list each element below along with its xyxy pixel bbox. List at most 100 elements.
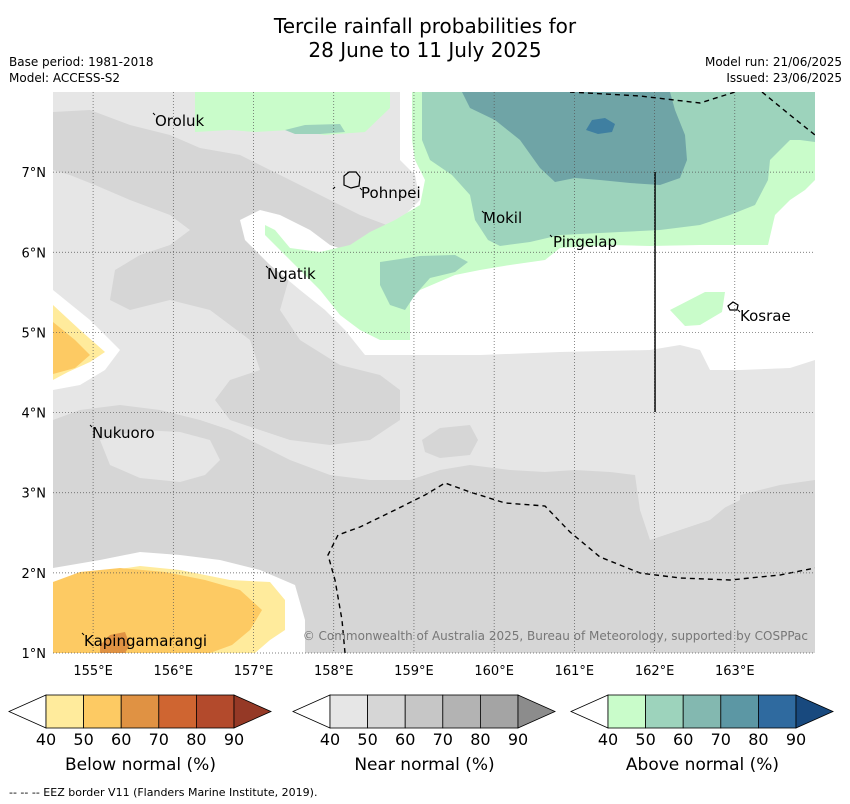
place-label-mokil: Mokil [483, 209, 522, 227]
lat-tick-label: 1°N [22, 647, 47, 662]
place-marker [81, 632, 85, 636]
below-normal-50-60-region [53, 322, 90, 374]
near-normal-50-60-region [422, 425, 478, 458]
colorbar-lower-extension [292, 694, 331, 729]
colorbar-tick-label: 90 [786, 730, 806, 749]
above-normal-40-50-region [195, 92, 390, 135]
probability-field [53, 92, 815, 653]
lon-tick-label: 157°E [234, 664, 274, 679]
lat-tick-label: 6°N [22, 246, 47, 261]
issued-text: Issued: 23/06/2025 [726, 71, 842, 85]
near-normal-colorbar-label: Near normal (%) [354, 755, 495, 775]
above-normal-70-80-region [586, 118, 615, 134]
lon-tick-label: 163°E [715, 664, 755, 679]
place-labels: Oroluk Pohnpei Mokil Pingelap Ngatik Kosrae Nu… [81, 112, 791, 650]
colorbar-tick-label: 60 [395, 730, 415, 749]
colorbar-tick-label: 70 [149, 730, 169, 749]
above-normal-60-70-region [462, 92, 687, 185]
below-normal-60-70-region [100, 632, 130, 653]
lat-tick-label: 2°N [22, 567, 47, 582]
colorbar-tick-label: 60 [111, 730, 131, 749]
near-normal-50-60-region [53, 110, 400, 445]
colorbar-tick-label: 70 [433, 730, 453, 749]
model-run-text: Model run: 21/06/2025 [704, 55, 842, 69]
colorbar-lower-extension [570, 694, 609, 729]
colorbar-swatch [607, 694, 646, 729]
chart-title-line1: Tercile rainfall probabilities for [273, 14, 577, 38]
base-period-text: Base period: 1981-2018 [9, 55, 154, 69]
colorbar-swatch [682, 694, 722, 729]
colorbar-tick-label: 50 [73, 730, 93, 749]
lon-tick-label: 158°E [314, 664, 354, 679]
place-marker [89, 424, 93, 428]
kosrae-island [727, 301, 739, 311]
place-label-pingelap: Pingelap [553, 233, 617, 251]
colorbar: 40 50 60 70 80 90 [292, 694, 556, 749]
colorbar-swatch [404, 694, 444, 729]
lat-tick-label: 4°N [22, 407, 47, 422]
colorbar-swatch [479, 694, 519, 729]
colorbar: 40 50 60 70 80 90 [8, 694, 272, 749]
below-normal-colorbar-label: Below normal (%) [65, 755, 216, 775]
colorbar-tick-label: 90 [224, 730, 244, 749]
colorbar-tick-label: 80 [470, 730, 490, 749]
model-text: Model: ACCESS-S2 [9, 71, 121, 85]
eez-border [327, 92, 815, 653]
longitude-ticks: 155°E 156°E 157°E 158°E 159°E 160°E 161°E 162°E… [73, 664, 754, 679]
place-marker [737, 309, 741, 313]
place-label-oroluk: Oroluk [155, 112, 204, 130]
place-label-ngatik: Ngatik [267, 265, 316, 283]
lat-tick-label: 7°N [22, 166, 47, 181]
island-outlines [332, 171, 739, 311]
copyright-text: © Commonwealth of Australia 2025, Bureau… [303, 629, 808, 643]
colorbars: 40 50 60 70 80 90 40 50 60 70 80 90 40 50 60 70 80 90 [8, 694, 834, 749]
eez-footnote: -- -- -- EEZ border V11 (Flanders Marine… [9, 786, 318, 799]
colorbar-swatch [442, 694, 481, 729]
colorbar-upper-extension [795, 694, 834, 729]
place-marker [265, 265, 269, 269]
place-marker [359, 187, 363, 191]
above-normal-50-60-region [285, 124, 345, 134]
place-label-kosrae: Kosrae [740, 307, 791, 325]
place-marker [549, 234, 553, 238]
above-normal-50-60-region [380, 255, 468, 310]
colorbar-swatch [758, 694, 797, 729]
near-normal-40-50-region [640, 480, 740, 525]
place-label-nukuoro: Nukuoro [92, 424, 155, 442]
colorbar-tick-label: 80 [748, 730, 768, 749]
colorbar-lower-extension [8, 694, 47, 729]
below-normal-50-60-region [53, 568, 262, 653]
colorbar-tick-label: 80 [186, 730, 206, 749]
colorbar-swatch [645, 694, 684, 729]
colorbar-swatch [120, 694, 160, 729]
place-marker [152, 112, 156, 116]
lat-tick-label: 3°N [22, 487, 47, 502]
lon-tick-label: 162°E [635, 664, 675, 679]
island-outline [332, 186, 336, 190]
lat-tick-label: 5°N [22, 326, 47, 341]
colorbar-swatch [720, 694, 759, 729]
near-normal-40-50-region [100, 430, 220, 482]
colorbar-upper-extension [233, 694, 272, 729]
colorbar-tick-label: 50 [357, 730, 377, 749]
colorbar-tick-label: 70 [711, 730, 731, 749]
gridlines [53, 92, 815, 654]
colorbar-upper-extension [517, 694, 556, 729]
lon-tick-label: 160°E [474, 664, 514, 679]
lon-tick-label: 155°E [73, 664, 113, 679]
colorbar-swatch [367, 694, 406, 729]
colorbar-swatch [83, 694, 122, 729]
colorbar-tick-label: 40 [598, 730, 618, 749]
place-label-pohnpei: Pohnpei [361, 184, 421, 202]
lon-tick-label: 159°E [394, 664, 434, 679]
colorbar-swatch [45, 694, 84, 729]
latitude-ticks: 1°N 2°N 3°N 4°N 5°N 6°N 7°N [22, 166, 47, 662]
place-label-kapingamarangi: Kapingamarangi [84, 632, 207, 650]
pohnpei-island [343, 171, 361, 189]
colorbar-tick-label: 50 [635, 730, 655, 749]
colorbar-swatch [329, 694, 368, 729]
place-marker [481, 210, 485, 214]
above-normal-colorbar-label: Above normal (%) [625, 755, 780, 775]
colorbar-tick-label: 40 [36, 730, 56, 749]
colorbar-tick-label: 90 [508, 730, 528, 749]
